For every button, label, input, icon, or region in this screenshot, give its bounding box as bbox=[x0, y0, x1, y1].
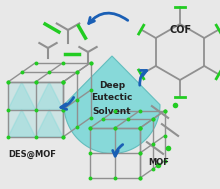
Polygon shape bbox=[8, 82, 63, 137]
Polygon shape bbox=[64, 56, 160, 153]
Polygon shape bbox=[8, 109, 35, 137]
Text: DES@MOF: DES@MOF bbox=[8, 150, 56, 159]
Text: COF: COF bbox=[170, 25, 192, 35]
Polygon shape bbox=[8, 82, 35, 109]
Text: Eutectic: Eutectic bbox=[91, 94, 133, 102]
Text: MOF: MOF bbox=[148, 158, 169, 167]
Text: Deep: Deep bbox=[99, 81, 125, 90]
Polygon shape bbox=[35, 109, 63, 137]
Text: Solvent: Solvent bbox=[93, 106, 131, 115]
Polygon shape bbox=[35, 82, 63, 109]
